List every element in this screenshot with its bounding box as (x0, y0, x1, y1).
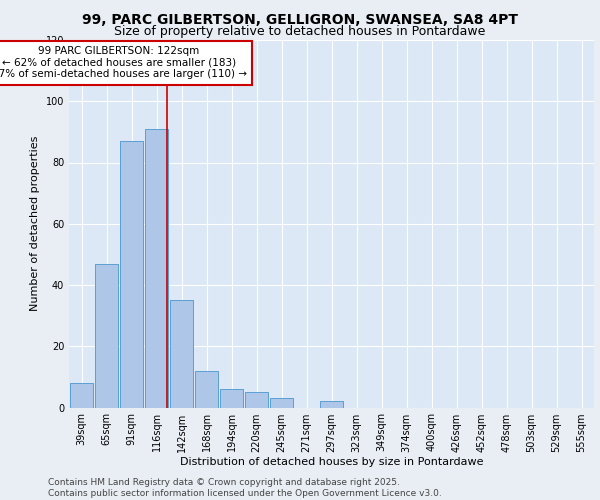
Text: 99, PARC GILBERTSON, GELLIGRON, SWANSEA, SA8 4PT: 99, PARC GILBERTSON, GELLIGRON, SWANSEA,… (82, 12, 518, 26)
Bar (70, 383, 94, 407)
Bar (170, 300, 193, 408)
Bar (245, 392, 268, 407)
Bar (269, 398, 293, 407)
Text: 99 PARC GILBERTSON: 122sqm
← 62% of detached houses are smaller (183)
37% of sem: 99 PARC GILBERTSON: 122sqm ← 62% of deta… (0, 46, 247, 80)
Bar (95, 264, 118, 408)
Bar (145, 129, 169, 407)
X-axis label: Distribution of detached houses by size in Pontardawe: Distribution of detached houses by size … (180, 458, 483, 468)
Text: Contains HM Land Registry data © Crown copyright and database right 2025.
Contai: Contains HM Land Registry data © Crown c… (48, 478, 442, 498)
Text: Size of property relative to detached houses in Pontardawe: Size of property relative to detached ho… (115, 25, 485, 38)
Bar (220, 389, 244, 407)
Bar (194, 371, 218, 408)
Y-axis label: Number of detached properties: Number of detached properties (30, 136, 40, 312)
Bar (320, 402, 343, 407)
Bar (119, 141, 143, 407)
